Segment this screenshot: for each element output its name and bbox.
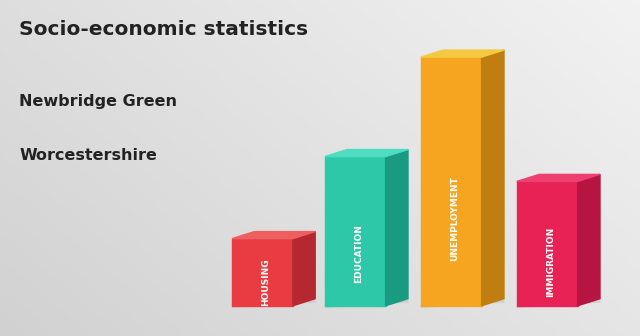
Polygon shape xyxy=(385,150,408,306)
Text: HOUSING: HOUSING xyxy=(261,258,270,306)
Polygon shape xyxy=(481,50,504,306)
Polygon shape xyxy=(421,57,481,306)
Text: Newbridge Green: Newbridge Green xyxy=(19,94,177,109)
Polygon shape xyxy=(325,300,408,307)
Text: IMMIGRATION: IMMIGRATION xyxy=(546,227,555,297)
Polygon shape xyxy=(292,232,315,306)
Polygon shape xyxy=(421,50,504,57)
Polygon shape xyxy=(421,300,504,307)
Polygon shape xyxy=(517,174,600,181)
Polygon shape xyxy=(578,174,600,306)
Text: Worcestershire: Worcestershire xyxy=(19,148,157,163)
Polygon shape xyxy=(232,239,292,306)
Polygon shape xyxy=(325,150,408,157)
Text: Socio-economic statistics: Socio-economic statistics xyxy=(19,20,308,39)
Polygon shape xyxy=(232,300,315,307)
Text: UNEMPLOYMENT: UNEMPLOYMENT xyxy=(450,176,459,261)
Polygon shape xyxy=(517,300,600,307)
Text: EDUCATION: EDUCATION xyxy=(354,224,363,283)
Polygon shape xyxy=(232,232,315,239)
Polygon shape xyxy=(325,157,385,306)
Polygon shape xyxy=(517,181,578,306)
